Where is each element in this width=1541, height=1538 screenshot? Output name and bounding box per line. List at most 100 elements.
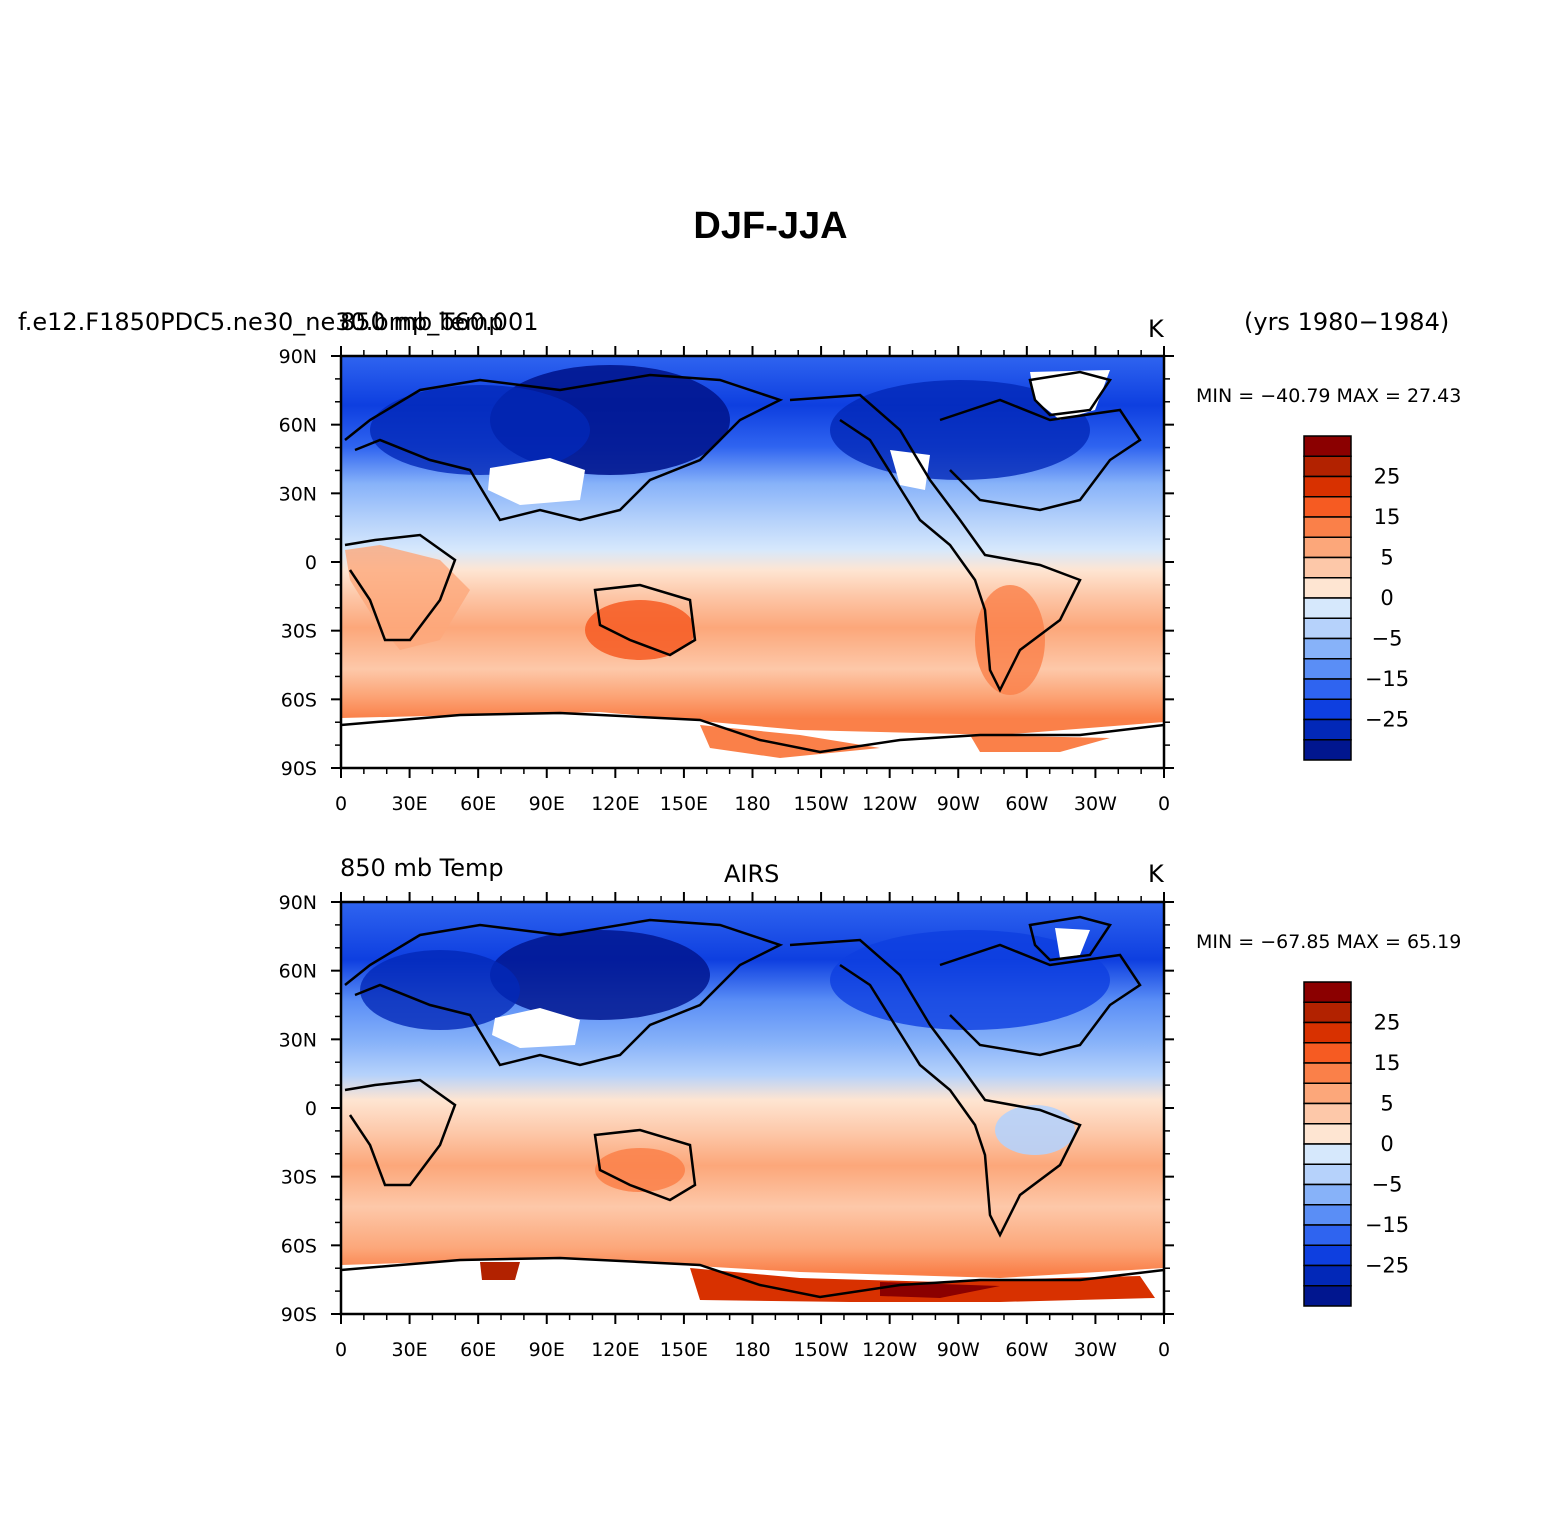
panel1-lon-tick-label: 30E [391,793,427,815]
panel2-lon-tick-label: 150W [794,1339,849,1361]
panel1-colorbar-label: 25 [1374,465,1401,489]
panel1-colorbar-label: −15 [1365,667,1409,691]
panel1-years: (yrs 1980−1984) [1244,308,1450,336]
panel1-left-title: f.e12.F1850PDC5.ne30_ne30.bmp_b60.001 [18,308,539,336]
panel2-colorbar-box [1303,1244,1352,1267]
panel2-lon-tick-label: 0 [335,1339,347,1361]
map-axes: 0 30E 60E 90E 120E 150E 180 150W 120W 90W 60W 30W 09… [279,346,1174,1361]
panel1-lat-tick-label: 90S [281,758,317,780]
panel2-lat-tick-label: 90N [279,892,317,914]
panel2-colorbar-box [1303,1062,1352,1084]
panel2-colorbar-box [1303,981,1352,1003]
panel2-lon-tick-label: 120E [591,1339,639,1361]
panel1-lon-tick-label: 150W [794,793,849,815]
panel1-lon-tick-label: 120W [862,793,917,815]
panel2-lat-tick-label: 0 [305,1098,317,1120]
panel2-lon-tick-label: 30W [1074,1339,1117,1361]
panel1-colorbar-box [1303,597,1352,619]
panel2-colorbar-box [1303,1183,1352,1206]
panel1-colorbar-box [1303,496,1352,518]
panel1-lat-tick-label: 90N [279,346,317,368]
panel1-colorbar-label: 15 [1374,505,1401,529]
panel2-lon-tick-label: 150E [660,1339,708,1361]
panel2-colorbar-box [1303,1042,1352,1064]
panel1-units: K [1148,315,1164,343]
panel1-map [341,356,1164,768]
panel1-colorbar-box [1303,698,1352,721]
colorbars: 25 15 5 0 −5 −15 −25 25 15 5 0 −5 −15 −25 [1303,435,1409,1307]
panel2-colorbar-label: 15 [1374,1051,1401,1075]
panel2-lat-tick-label: 60N [279,961,317,983]
panel1-lon-tick-label: 60W [1005,793,1048,815]
panel1-colorbar-box [1303,718,1352,741]
panel2-lon-tick-label: 90E [529,1339,565,1361]
panel2-colorbar-box [1303,1102,1352,1125]
panel1-colorbar-label: 0 [1380,586,1393,610]
panel1-lat-tick-label: 0 [305,552,317,574]
panel2-lat-tick-label: 90S [281,1304,317,1326]
panel2-colorbar-box [1303,1224,1352,1246]
panel2-lon-tick-label: 0 [1158,1339,1170,1361]
panel2-lat-tick-label: 30N [279,1029,317,1051]
panel2-colorbar-box [1303,1204,1352,1226]
panel2-colorbar-box [1303,1285,1352,1307]
panel2-minmax: MIN = −67.85 MAX = 65.19 [1196,931,1462,953]
panel1-lat-tick-label: 60N [279,415,317,437]
panel2-lon-tick-label: 60W [1005,1339,1048,1361]
panel1-colorbar-box [1303,617,1352,640]
panel2-colorbar-box [1303,1123,1352,1145]
panel1-colorbar-label: −5 [1372,627,1403,651]
panel1-colorbar-box [1303,536,1352,559]
panel2-units: K [1148,860,1164,888]
panel2-lon-tick-label: 60E [460,1339,496,1361]
panel2-colorbar-label: −5 [1372,1173,1403,1197]
panel2-colorbar-label: 5 [1380,1092,1393,1116]
panel1-colorbar-box [1303,516,1352,538]
panel2-colorbar-label: −15 [1365,1213,1409,1237]
panel1-lat-tick-label: 30N [279,483,317,505]
panel1-lon-tick-label: 90E [529,793,565,815]
panel2-colorbar-box [1303,1001,1352,1024]
panel2-colorbar-box [1303,1143,1352,1165]
panel1-colorbar-box [1303,577,1352,599]
panel1-colorbar-box [1303,739,1352,761]
panel1-colorbar-box [1303,678,1352,700]
panel2-lon-tick-label: 120W [862,1339,917,1361]
panel2-center-title: AIRS [724,860,780,888]
panel2-lat-tick-label: 30S [281,1167,317,1189]
panel1-colorbar-box [1303,556,1352,579]
panel2-colorbar-label: 0 [1380,1132,1393,1156]
panel2-colorbar-box [1303,1082,1352,1105]
panel2-colorbar-label: −25 [1365,1254,1409,1278]
panel1-colorbar-label: 5 [1380,546,1393,570]
panel1-lat-tick-label: 30S [281,621,317,643]
panel1-lon-tick-label: 60E [460,793,496,815]
panel1-lon-tick-label: 120E [591,793,639,815]
panel1-lon-tick-label: 150E [660,793,708,815]
panel1-lon-tick-label: 90W [937,793,980,815]
panel1-variable-title: 850 mb Temp [340,308,504,336]
panel1-colorbar-box [1303,435,1352,457]
panel1-lon-tick-label: 30W [1074,793,1117,815]
panel1-colorbar-label: −25 [1365,708,1409,732]
panel2-colorbar-label: 25 [1374,1011,1401,1035]
panel2-colorbar-box [1303,1163,1352,1186]
figure-title: DJF-JJA [693,205,848,247]
panel2-left-title: 850 mb Temp [340,854,504,882]
panel1-colorbar-box [1303,455,1352,478]
panel1-colorbar-box [1303,475,1352,498]
panel2-lon-tick-label: 90W [937,1339,980,1361]
panel1-lon-tick-label: 0 [335,793,347,815]
panel1-colorbar-box [1303,637,1352,660]
panel1-lon-tick-label: 0 [1158,793,1170,815]
panel2-lat-tick-label: 60S [281,1235,317,1257]
panel1-lon-tick-label: 180 [734,793,770,815]
panel2-lon-tick-label: 180 [734,1339,770,1361]
panel1-lat-tick-label: 60S [281,689,317,711]
panel2-colorbar-box [1303,1021,1352,1044]
panel2-lon-tick-label: 30E [391,1339,427,1361]
panel1-colorbar-box [1303,658,1352,680]
panel1-minmax: MIN = −40.79 MAX = 27.43 [1196,385,1462,407]
panel2-colorbar-box [1303,1264,1352,1287]
